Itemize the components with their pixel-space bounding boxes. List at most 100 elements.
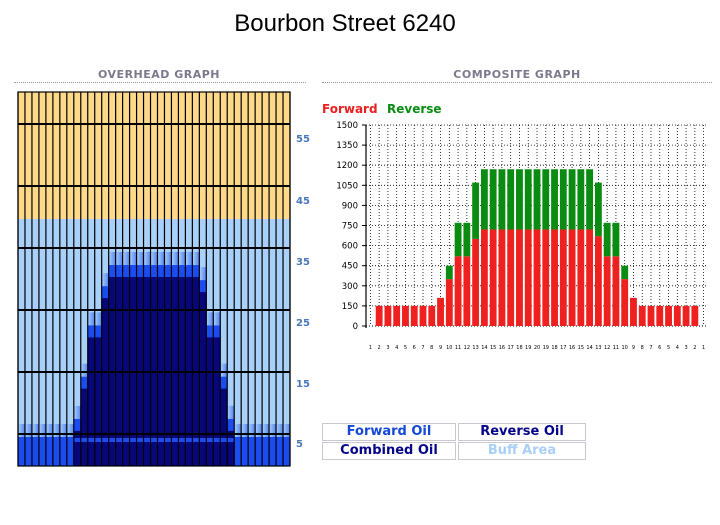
reverse-bar — [621, 265, 629, 280]
composite-x-tick-label: 3 — [684, 345, 687, 351]
composite-x-tick-label: 7 — [421, 345, 424, 351]
composite-x-tick-label: 12 — [464, 345, 470, 351]
overhead-core-column — [199, 442, 207, 466]
composite-x-tick-label: 3 — [386, 345, 389, 351]
overhead-oil-edge — [87, 325, 96, 338]
forward-bar — [586, 229, 594, 326]
composite-x-tick-label: 2 — [378, 345, 381, 351]
composite-grid — [362, 124, 708, 327]
composite-x-tick-label: 16 — [499, 345, 505, 351]
reverse-bar — [498, 169, 506, 230]
composite-x-tick-label: 18 — [551, 345, 557, 351]
overhead-oil-column — [129, 266, 137, 466]
overhead-oil-halo — [227, 405, 235, 419]
forward-bar — [516, 229, 523, 326]
overhead-oil-halo — [45, 424, 54, 437]
overhead-core-column — [213, 442, 221, 466]
forward-bar — [612, 256, 620, 326]
reverse-bar — [463, 222, 471, 257]
overhead-core-column — [94, 442, 102, 466]
overhead-oil-halo — [241, 424, 249, 437]
reverse-bar — [516, 169, 523, 230]
overhead-oil-column — [192, 266, 200, 466]
overhead-oil-edge — [80, 376, 89, 389]
composite-x-tick-label: 8 — [430, 345, 433, 351]
overhead-oil-halo — [24, 424, 33, 437]
overhead-scale-label: 15 — [296, 379, 310, 390]
overhead-oil-edge — [143, 265, 151, 277]
composite-x-tick-label: 18 — [516, 345, 522, 351]
reverse-bar — [507, 169, 515, 230]
composite-x-tick-label: 17 — [508, 345, 514, 351]
overhead-oil-halo — [108, 252, 116, 265]
overhead-oil-edge — [115, 265, 123, 277]
overhead-core-column — [122, 442, 130, 466]
forward-bar — [594, 236, 602, 326]
composite-x-tick-label: 11 — [455, 345, 461, 351]
forward-bar — [489, 229, 497, 326]
combined-oil-button[interactable]: Combined Oil — [322, 442, 456, 460]
reverse-bar — [551, 169, 558, 230]
overhead-oil-edge — [206, 325, 214, 338]
composite-x-tick-label: 15 — [490, 345, 496, 351]
overhead-oil-halo — [38, 424, 47, 437]
forward-bar — [375, 305, 383, 326]
reverse-bar — [586, 169, 594, 230]
composite-y-tick-label: 1350 — [336, 141, 358, 151]
reverse-bar — [577, 169, 585, 230]
overhead-oil-column — [115, 266, 123, 466]
composite-x-tick-label: 16 — [569, 345, 575, 351]
reverse-oil-button[interactable]: Reverse Oil — [458, 423, 586, 441]
overhead-oil-halo — [262, 424, 270, 437]
overhead-oil-halo — [150, 252, 158, 265]
overhead-oil-columns — [18, 252, 291, 466]
overhead-oil-halo — [192, 252, 200, 265]
overhead-core-column — [129, 442, 137, 466]
buff-area-button[interactable]: Buff Area — [458, 442, 586, 460]
composite-x-tick-label: 11 — [613, 345, 619, 351]
overhead-core-column — [87, 442, 96, 466]
overhead-oil-column — [185, 266, 193, 466]
reverse-bar — [480, 169, 488, 230]
overhead-oil-halo — [234, 424, 242, 437]
composite-x-tick-label: 14 — [586, 345, 592, 351]
overhead-oil-column — [199, 281, 207, 466]
forward-bar — [428, 305, 436, 326]
overhead-core-column — [171, 442, 179, 466]
forward-oil-button[interactable]: Forward Oil — [322, 423, 456, 441]
overhead-core-column — [220, 442, 228, 466]
forward-bar — [524, 229, 532, 326]
overhead-oil-column — [213, 326, 221, 466]
overhead-oil-halo — [136, 252, 144, 265]
overhead-oil-column — [101, 287, 109, 466]
forward-bar — [419, 305, 427, 326]
overhead-core-column — [108, 442, 116, 466]
composite-y-tick-label: 150 — [342, 302, 358, 312]
overhead-oil-halo — [276, 424, 284, 437]
overhead-core-column — [185, 442, 193, 466]
overhead-oil-edge — [136, 265, 144, 277]
overhead-frame — [17, 91, 291, 467]
overhead-oil-halo — [18, 424, 26, 437]
composite-x-tick-label: 6 — [413, 345, 416, 351]
overhead-oil-halo — [143, 252, 151, 265]
overhead-oil-column — [94, 326, 102, 466]
overhead-oil-edge — [108, 265, 116, 277]
overhead-grid — [17, 91, 291, 467]
overhead-oil-halo — [94, 312, 102, 326]
reverse-bar — [612, 222, 620, 257]
forward-bar — [498, 229, 506, 326]
forward-bar — [454, 256, 462, 326]
reverse-bar — [568, 169, 576, 230]
forward-bar — [437, 297, 444, 326]
composite-x-tick-label: 1 — [369, 345, 372, 351]
overhead-oil-halo — [129, 252, 137, 265]
overhead-oil-halo — [73, 405, 82, 419]
reverse-bar — [559, 169, 567, 230]
overhead-oil-halo — [283, 424, 291, 437]
forward-bar — [647, 305, 655, 326]
overhead-oil-halo — [178, 252, 186, 265]
overhead-oil-column — [136, 266, 144, 466]
forward-bar — [638, 305, 646, 326]
